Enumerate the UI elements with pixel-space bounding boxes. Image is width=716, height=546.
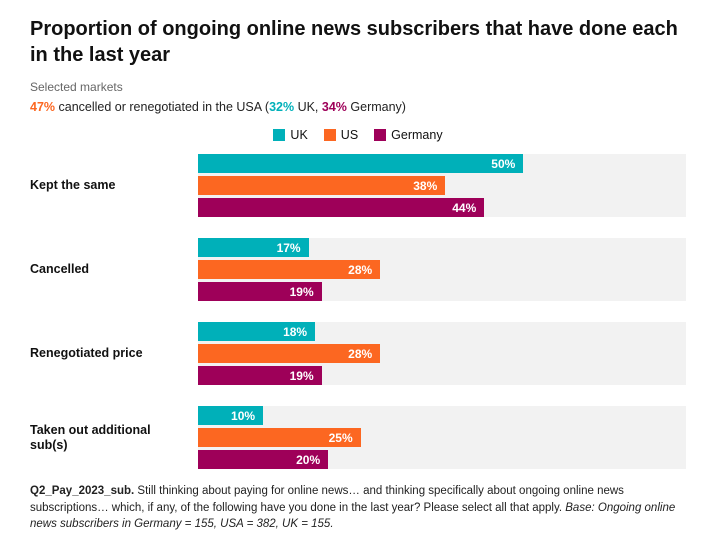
bar-track: 10% 25% 20% — [198, 406, 686, 469]
stat-de-text: Germany) — [346, 100, 406, 114]
page-title: Proportion of ongoing online news subscr… — [30, 18, 678, 66]
category-label: Renegotiated price — [30, 346, 143, 360]
legend-swatch-icon — [374, 129, 387, 141]
legend-label: US — [340, 128, 359, 142]
stat-uk-text: UK, — [294, 100, 322, 114]
bar-value-label: 38% — [413, 178, 438, 193]
legend-swatch-icon — [323, 129, 336, 141]
bar-uk: 50% — [198, 154, 524, 173]
legend-item-germany: Germany — [374, 128, 443, 142]
bar-uk: 17% — [198, 238, 309, 257]
chart-legend: UK US Germany — [30, 128, 686, 142]
legend-label: UK — [290, 128, 308, 142]
stat-uk-value: 32% — [269, 100, 295, 114]
category-label: Cancelled — [30, 262, 90, 276]
bar-value-label: 28% — [348, 346, 373, 361]
bar-us: 28% — [198, 344, 381, 363]
bar-value-label: 18% — [283, 324, 308, 339]
legend-item-uk: UK — [273, 128, 308, 142]
question-text: Still thinking about paying for online n… — [30, 485, 624, 514]
bar-track: 50% 38% 44% — [198, 154, 686, 217]
bar-germany: 44% — [198, 198, 485, 217]
legend-item-us: US — [323, 128, 359, 142]
legend-label: Germany — [391, 128, 443, 142]
category-label: Kept the same — [30, 178, 116, 192]
source-note: Q2_Pay_2023_sub. Still thinking about pa… — [30, 483, 686, 533]
stat-usa-text: cancelled or renegotiated in the USA ( — [55, 100, 270, 114]
bar-track: 17% 28% 19% — [198, 238, 686, 301]
bar-germany: 19% — [198, 282, 322, 301]
bar-us: 38% — [198, 176, 446, 195]
bar-value-label: 19% — [289, 368, 314, 383]
bar-track: 18% 28% 19% — [198, 322, 686, 385]
bar-value-label: 50% — [491, 156, 516, 171]
stat-usa-value: 47% — [30, 100, 56, 114]
bar-us: 25% — [198, 428, 361, 447]
bar-us: 28% — [198, 260, 381, 279]
bar-value-label: 19% — [289, 284, 314, 299]
chart-group: Kept the same 50% 38% 44% — [30, 154, 686, 217]
bar-value-label: 25% — [328, 430, 353, 445]
legend-swatch-icon — [273, 129, 286, 141]
chart-group: Renegotiated price 18% 28% 19% — [30, 322, 686, 385]
bar-value-label: 28% — [348, 262, 373, 277]
chart-group: Taken out additional sub(s) 10% 25% 20% — [30, 406, 686, 469]
bar-value-label: 44% — [452, 200, 477, 215]
highlight-stat: 47% cancelled or renegotiated in the USA… — [30, 100, 686, 114]
bar-germany: 20% — [198, 450, 329, 469]
bar-uk: 10% — [198, 406, 264, 425]
bar-chart: Kept the same 50% 38% 44% Cancelled 17% 28% 19%… — [30, 154, 686, 469]
bar-value-label: 20% — [296, 452, 321, 467]
chart-group: Cancelled 17% 28% 19% — [30, 238, 686, 301]
bar-uk: 18% — [198, 322, 316, 341]
question-code: Q2_Pay_2023_sub. — [30, 485, 135, 497]
category-label: Taken out additional sub(s) — [30, 422, 151, 452]
bar-germany: 19% — [198, 366, 322, 385]
base-note: Base: Ongoing online news subscribers in… — [30, 501, 676, 531]
page: Proportion of ongoing online news subscr… — [30, 18, 686, 533]
bar-value-label: 10% — [231, 408, 256, 423]
stat-de-value: 34% — [321, 100, 347, 114]
bar-value-label: 17% — [276, 240, 301, 255]
chart-subtitle: Selected markets — [30, 80, 123, 94]
